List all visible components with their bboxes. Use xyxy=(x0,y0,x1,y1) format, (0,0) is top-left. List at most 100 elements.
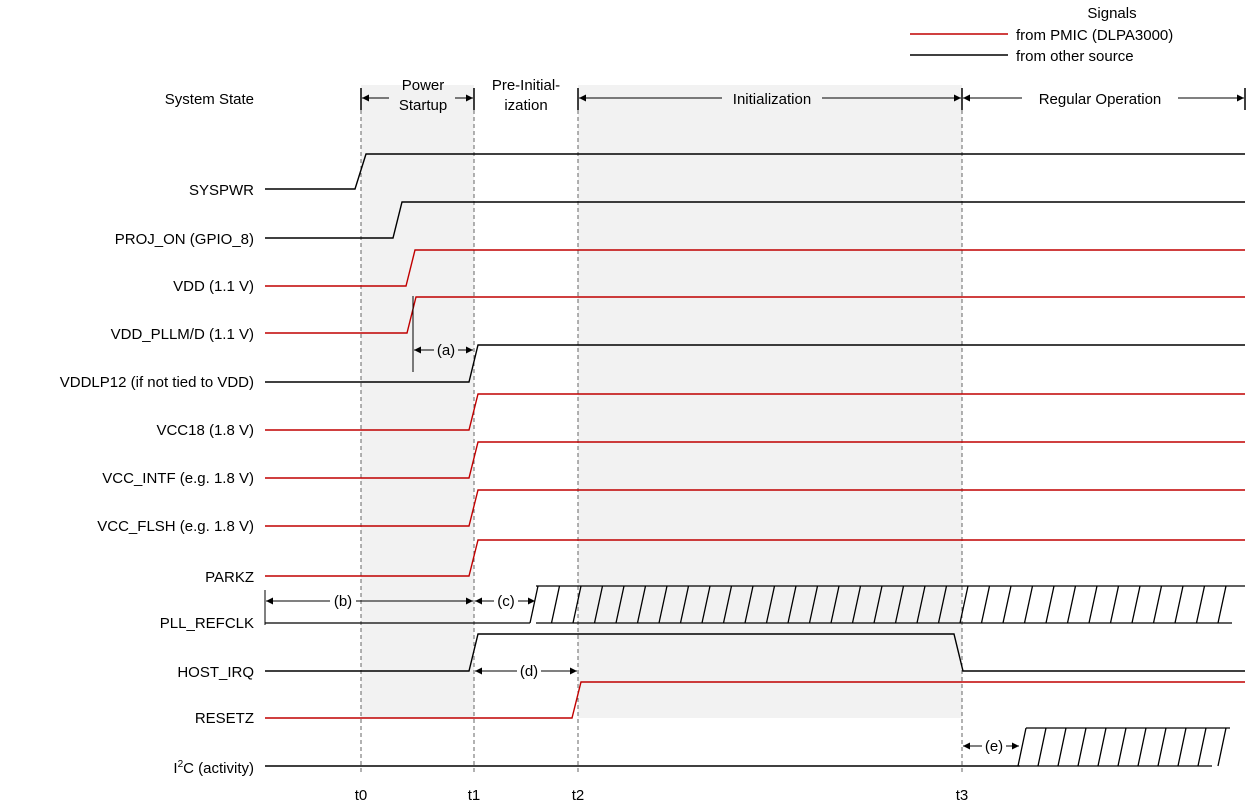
hatch-stroke xyxy=(722,585,733,624)
wave-vcc18 xyxy=(265,393,1245,431)
hatch-stroke xyxy=(615,585,625,624)
legend-title: Signals xyxy=(1087,5,1136,22)
phase-init: Initialization xyxy=(733,91,811,108)
hatch-stroke xyxy=(1197,727,1207,767)
hatch-stroke xyxy=(1131,585,1141,624)
wave-syspwr xyxy=(265,153,1245,190)
signal-label-vddlp12: VDDLP12 (if not tied to VDD) xyxy=(60,374,254,391)
hatch-stroke xyxy=(1037,727,1047,767)
wave-vcc-intf xyxy=(265,441,1245,479)
signal-label-vdd-pllm: VDD_PLLM/D (1.1 V) xyxy=(111,326,254,343)
hatch-stroke xyxy=(1117,727,1127,767)
interval-d: (d) xyxy=(475,663,577,680)
hatch-stroke xyxy=(1017,727,1027,767)
hatch-stroke xyxy=(1137,727,1147,767)
time-t3: t3 xyxy=(956,787,969,804)
hatch-stroke xyxy=(830,585,840,624)
hatch-stroke xyxy=(1097,727,1107,767)
hatch-stroke xyxy=(916,585,926,624)
hatch-stroke xyxy=(572,585,582,624)
phase-regular: Regular Operation xyxy=(1039,91,1162,108)
hatch-stroke xyxy=(765,585,776,624)
hatch-stroke xyxy=(1109,585,1120,624)
hatch-stroke xyxy=(1157,727,1167,767)
wave-vddlp12 xyxy=(265,344,1245,383)
signal-label-vcc18: VCC18 (1.8 V) xyxy=(156,422,254,439)
signal-label-host-irq: HOST_IRQ xyxy=(177,664,254,681)
phase-power-line2: Startup xyxy=(399,97,447,114)
time-t2: t2 xyxy=(572,787,585,804)
hatch-stroke xyxy=(851,585,862,624)
legend-pmic-label: from PMIC (DLPA3000) xyxy=(1016,27,1173,44)
hatch-stroke xyxy=(959,585,969,624)
wave-vdd xyxy=(265,249,1245,287)
time-t1: t1 xyxy=(468,787,481,804)
hatch-stroke xyxy=(679,585,690,624)
system-state-label: System State xyxy=(165,91,254,108)
signal-label-vdd: VDD (1.1 V) xyxy=(173,278,254,295)
wave-i2c-activity xyxy=(1017,727,1230,767)
signal-label-i2c: I2C (activity) xyxy=(173,759,254,777)
phase-preinit-line1: Pre-Initial- xyxy=(492,77,560,94)
wave-proj-on xyxy=(265,201,1245,239)
phase-preinit-line2: ization xyxy=(504,97,547,114)
wave-vcc-flsh xyxy=(265,489,1245,527)
legend-other-label: from other source xyxy=(1016,48,1134,65)
time-t0: t0 xyxy=(355,787,368,804)
interval-c: (c) xyxy=(475,593,535,610)
interval-label-b: (b) xyxy=(334,593,352,610)
signal-label-vcc-intf: VCC_INTF (e.g. 1.8 V) xyxy=(102,470,254,487)
interval-label-d: (d) xyxy=(520,663,538,680)
hatch-stroke xyxy=(937,585,948,624)
waveforms xyxy=(265,153,1245,767)
hatch-stroke xyxy=(1217,585,1227,624)
signal-label-proj-on: PROJ_ON (GPIO_8) xyxy=(115,231,254,248)
hatch-stroke xyxy=(593,585,604,624)
interval-b: (b) xyxy=(264,590,473,625)
hatch-stroke xyxy=(1077,727,1087,767)
hatch-stroke xyxy=(1152,585,1163,624)
hatch-stroke xyxy=(1023,585,1034,624)
hatch-stroke xyxy=(1088,585,1098,624)
signal-labels: SYSPWR PROJ_ON (GPIO_8) VDD (1.1 V) VDD_… xyxy=(60,182,254,777)
interval-label-a: (a) xyxy=(437,342,455,359)
wave-pll-refclk xyxy=(265,585,1245,624)
hatch-stroke xyxy=(787,585,797,624)
hatch-stroke xyxy=(980,585,991,624)
signal-label-parkz: PARKZ xyxy=(205,569,254,586)
hatch-stroke xyxy=(550,585,561,624)
legend: Signals from PMIC (DLPA3000) from other … xyxy=(910,5,1173,65)
shade-power-startup xyxy=(361,85,474,718)
hatch-stroke xyxy=(1177,727,1187,767)
signal-label-syspwr: SYSPWR xyxy=(189,182,254,199)
hatch-stroke xyxy=(894,585,905,624)
wave-parkz xyxy=(265,539,1245,577)
signal-label-resetz: RESETZ xyxy=(195,710,254,727)
hatch-stroke xyxy=(701,585,711,624)
hatch-stroke xyxy=(1217,727,1227,767)
hatch-stroke xyxy=(1066,585,1077,624)
hatch-stroke xyxy=(873,585,883,624)
hatch-stroke xyxy=(658,585,668,624)
interval-label-e: (e) xyxy=(985,738,1003,755)
hatch-stroke xyxy=(1174,585,1184,624)
signal-label-vcc-flsh: VCC_FLSH (e.g. 1.8 V) xyxy=(97,518,254,535)
hatch-stroke xyxy=(529,585,539,624)
interval-e: (e) xyxy=(963,738,1019,755)
hatch-stroke xyxy=(744,585,754,624)
wave-host-irq xyxy=(265,633,1245,672)
interval-label-c: (c) xyxy=(497,593,515,610)
hatch-stroke xyxy=(808,585,819,624)
phase-power-line1: Power xyxy=(402,77,445,94)
hatch-stroke xyxy=(1057,727,1067,767)
hatch-stroke xyxy=(1045,585,1055,624)
interval-a: (a) xyxy=(412,296,473,372)
wave-resetz xyxy=(265,681,1245,719)
wave-vdd-pllm xyxy=(265,296,1245,334)
hatch-stroke xyxy=(636,585,647,624)
hatch-stroke xyxy=(1002,585,1012,624)
system-state-row: System State Power Startup Pre-Initial- … xyxy=(165,77,1246,114)
hatch-stroke xyxy=(1195,585,1206,624)
signal-label-pll-refclk: PLL_REFCLK xyxy=(160,615,254,632)
